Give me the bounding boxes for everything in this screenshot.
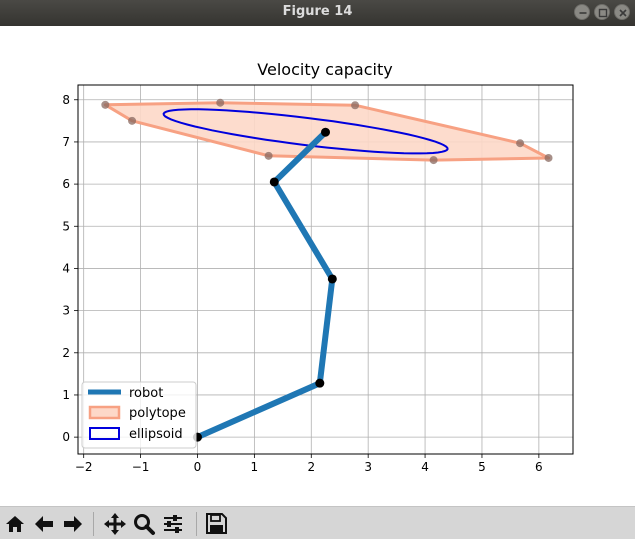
polytope-vertex [128, 116, 137, 125]
robot-joint [327, 274, 337, 284]
plot-svg: Velocity capacity −2 −1 0 1 2 3 4 5 6 0 1 2 3 4 5 6 7 8 r… [62, 60, 574, 474]
configure-subplots-icon[interactable] [160, 511, 186, 536]
robot-arm [196, 130, 336, 440]
tick-label-y: 7 [62, 135, 70, 149]
tick-label-y: 0 [62, 430, 70, 444]
save-icon[interactable] [203, 511, 229, 536]
polytope-vertex [516, 139, 525, 148]
window-titlebar: Figure 14 [0, 0, 635, 26]
tick-label-x: 1 [251, 460, 259, 474]
back-icon[interactable] [31, 511, 57, 536]
robot-joint [269, 177, 279, 187]
minimize-icon[interactable] [574, 4, 590, 20]
tick-label-y: 4 [62, 261, 70, 275]
tick-label-x: 0 [194, 460, 202, 474]
legend-label-polytope: polytope [129, 406, 186, 421]
tick-label-y: 5 [62, 219, 70, 233]
legend-swatch-polytope [88, 405, 121, 420]
tick-label-y: 6 [62, 177, 70, 191]
polytope-vertex [101, 100, 110, 109]
tick-label-y: 8 [62, 93, 70, 107]
tick-label-x: 4 [421, 460, 429, 474]
robot-joint [321, 127, 330, 137]
legend-box [81, 381, 197, 449]
legend-swatch-ellipsoid [89, 427, 120, 440]
window-title: Figure 14 [282, 4, 353, 19]
legend-label-ellipsoid: ellipsoid [129, 427, 183, 442]
robot-layer [192, 127, 337, 442]
tick-label-x: 6 [535, 460, 543, 474]
close-icon[interactable] [614, 4, 630, 20]
robot-joint [315, 378, 325, 388]
polytope-vertex [429, 156, 438, 165]
home-icon[interactable] [2, 511, 28, 536]
polytope-vertex [216, 98, 225, 107]
ellipsoid-curve [162, 108, 449, 155]
pan-icon[interactable] [102, 511, 128, 536]
zoom-icon[interactable] [131, 511, 157, 536]
chart-title: Velocity capacity [257, 60, 392, 79]
legend: robot polytope ellipsoid [81, 381, 197, 449]
ellipsoid-layer [162, 108, 449, 155]
tick-label-x: 5 [478, 460, 486, 474]
polytope-vertex [264, 151, 273, 160]
maximize-icon[interactable] [594, 4, 610, 20]
figure-canvas: Velocity capacity −2 −1 0 1 2 3 4 5 6 0 1 2 3 4 5 6 7 8 r… [0, 26, 635, 506]
toolbar [0, 506, 635, 539]
forward-icon[interactable] [60, 511, 86, 536]
ticks: −2 −1 0 1 2 3 4 5 6 0 1 2 3 4 5 6 7 8 [62, 93, 542, 474]
toolbar-separator [93, 512, 94, 536]
polytope-vertex [351, 101, 360, 110]
tick-label-x: 3 [364, 460, 372, 474]
tick-label-y: 1 [62, 388, 70, 402]
tick-label-y: 3 [62, 304, 70, 318]
tick-label-x: −1 [132, 460, 150, 474]
polytope-vertex [544, 153, 553, 162]
tick-label-y: 2 [62, 346, 70, 360]
toolbar-separator [196, 512, 197, 536]
tick-label-x: 2 [307, 460, 315, 474]
tick-label-x: −2 [75, 460, 93, 474]
legend-label-robot: robot [129, 386, 163, 401]
axes-frame [77, 84, 574, 455]
